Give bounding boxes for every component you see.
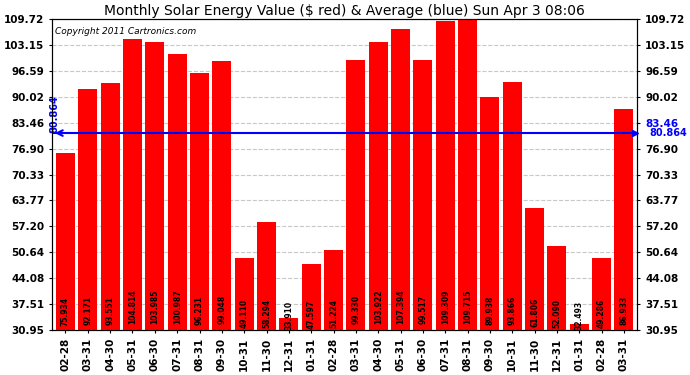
- Bar: [592, 258, 611, 330]
- Bar: [503, 82, 522, 330]
- Text: 103.922: 103.922: [374, 290, 383, 324]
- Text: 80.864: 80.864: [649, 128, 687, 138]
- Bar: [213, 62, 231, 330]
- Bar: [146, 42, 164, 330]
- Bar: [279, 318, 298, 330]
- Text: 93.551: 93.551: [106, 296, 115, 325]
- Text: 32.493: 32.493: [575, 301, 584, 330]
- Text: 92.171: 92.171: [83, 296, 92, 325]
- Bar: [235, 258, 254, 330]
- Text: 75.934: 75.934: [61, 297, 70, 326]
- Bar: [324, 250, 343, 330]
- Bar: [413, 60, 433, 330]
- Bar: [101, 83, 119, 330]
- Bar: [436, 21, 455, 330]
- Text: 89.938: 89.938: [486, 296, 495, 325]
- Text: 99.517: 99.517: [418, 295, 427, 324]
- Text: 99.330: 99.330: [351, 295, 360, 324]
- Text: 99.048: 99.048: [217, 295, 226, 324]
- Text: 49.110: 49.110: [239, 299, 248, 328]
- Bar: [525, 208, 544, 330]
- Text: 96.231: 96.231: [195, 296, 204, 325]
- Bar: [615, 109, 633, 330]
- Bar: [302, 264, 321, 330]
- Bar: [190, 72, 209, 330]
- Text: 107.394: 107.394: [396, 289, 405, 324]
- Bar: [346, 60, 366, 330]
- Text: Copyright 2011 Cartronics.com: Copyright 2011 Cartronics.com: [55, 27, 196, 36]
- Bar: [123, 39, 142, 330]
- Bar: [480, 97, 500, 330]
- Text: 58.294: 58.294: [262, 298, 271, 328]
- Bar: [78, 88, 97, 330]
- Text: 109.309: 109.309: [441, 289, 450, 324]
- Text: 51.224: 51.224: [329, 299, 338, 328]
- Text: 49.286: 49.286: [597, 299, 606, 328]
- Text: 47.597: 47.597: [307, 299, 316, 328]
- Text: 61.806: 61.806: [530, 298, 539, 327]
- Bar: [257, 222, 276, 330]
- Text: 109.715: 109.715: [463, 289, 472, 324]
- Bar: [547, 246, 566, 330]
- Text: 52.090: 52.090: [553, 299, 562, 328]
- Text: 33.910: 33.910: [284, 300, 293, 330]
- Bar: [570, 324, 589, 330]
- Bar: [368, 42, 388, 330]
- Bar: [56, 153, 75, 330]
- Text: 86.933: 86.933: [620, 296, 629, 326]
- Bar: [391, 28, 410, 330]
- Title: Monthly Solar Energy Value ($ red) & Average (blue) Sun Apr 3 08:06: Monthly Solar Energy Value ($ red) & Ave…: [104, 4, 585, 18]
- Text: 93.866: 93.866: [508, 296, 517, 325]
- Text: 103.985: 103.985: [150, 290, 159, 324]
- Bar: [458, 20, 477, 330]
- Text: 104.814: 104.814: [128, 290, 137, 324]
- Bar: [168, 54, 187, 330]
- Text: 100.987: 100.987: [172, 290, 181, 324]
- Text: 80.864: 80.864: [49, 95, 59, 133]
